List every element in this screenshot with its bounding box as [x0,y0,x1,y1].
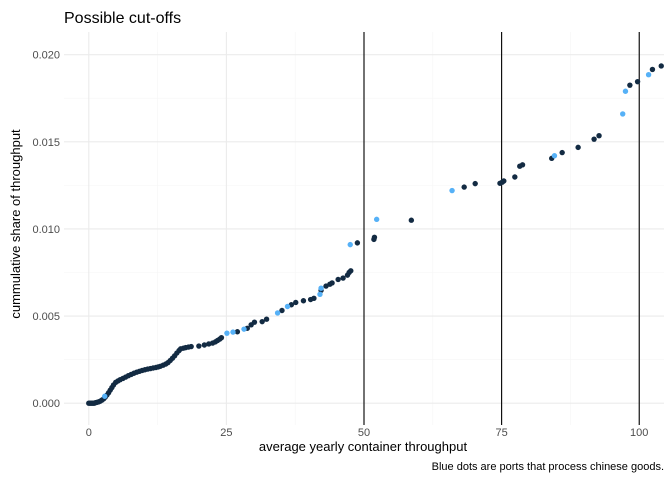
data-point [373,216,380,223]
data-point [188,343,194,350]
data-point [279,307,285,314]
data-point [293,299,299,306]
x-tick-label: 100 [630,427,648,439]
data-point [234,329,241,335]
data-point [645,71,652,78]
x-tick-label: 25 [220,427,232,439]
data-point [501,178,507,184]
data-point [230,329,236,335]
data-point [102,393,108,399]
data-point [329,280,335,286]
tick-labels: 0 25 50 75 100 0.000 0.005 0.010 0.015 0.020 [32,50,648,439]
data-point [449,187,455,194]
data-point [575,144,581,151]
data-point [559,149,565,156]
data-point [620,111,626,117]
data-point [284,303,291,310]
data-point [649,66,656,73]
data-point [551,153,558,159]
y-tick-label: 0.010 [32,224,60,236]
data-point [224,330,230,336]
chart-caption: Blue dots are ports that process chinese… [432,461,664,473]
data-point [251,319,258,325]
data-point [263,316,270,322]
data-point [196,343,202,349]
cutoff-lines [363,32,640,425]
data-point [347,241,353,248]
data-point [340,275,346,281]
x-tick-label: 50 [358,427,370,439]
data-point [201,342,208,348]
data-point [311,295,317,301]
data-point [408,217,415,223]
y-axis-title: cummulative share of throughput [8,129,23,319]
x-axis-title: average yearly container throughput [259,439,468,454]
data-point [512,174,518,180]
data-points [86,63,664,406]
data-point [218,334,225,341]
data-point [591,136,597,142]
y-tick-label: 0.000 [32,398,60,410]
data-point [259,318,265,325]
data-point [658,63,664,69]
data-point [472,180,478,187]
data-point [371,234,378,241]
y-tick-label: 0.020 [32,50,60,62]
data-point [596,132,602,139]
data-point [335,276,341,283]
data-point [634,78,641,85]
data-point [317,291,323,297]
x-tick-label: 0 [86,427,92,439]
data-point [241,326,247,332]
data-point [519,162,526,168]
data-point [300,298,307,304]
data-point [622,88,629,94]
data-point [274,310,281,316]
data-point [461,184,467,190]
data-point [627,82,633,88]
y-tick-label: 0.005 [32,311,60,323]
chart-title: Possible cut-offs [64,10,181,27]
data-point [354,240,361,246]
x-tick-label: 75 [495,427,507,439]
y-tick-label: 0.015 [32,137,60,149]
data-point [318,285,324,291]
data-point [348,268,354,274]
